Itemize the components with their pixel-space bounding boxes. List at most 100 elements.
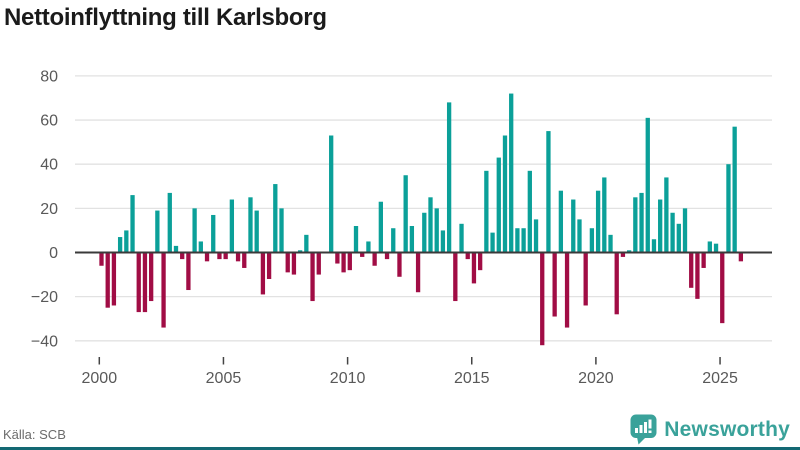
bar xyxy=(465,252,470,260)
bar xyxy=(360,252,365,257)
bar xyxy=(720,252,725,324)
bar xyxy=(713,243,719,253)
bar xyxy=(626,250,632,253)
bar xyxy=(509,93,514,253)
bar xyxy=(608,234,613,253)
bar xyxy=(546,131,551,253)
bar xyxy=(167,192,172,253)
bar xyxy=(664,177,669,253)
bar xyxy=(335,252,340,264)
bar xyxy=(459,223,464,253)
bar xyxy=(260,252,266,295)
bar xyxy=(266,252,272,279)
bar xyxy=(583,252,588,306)
bar xyxy=(142,252,148,313)
source-credit: Källa: SCB xyxy=(3,427,66,442)
bar xyxy=(105,252,110,308)
bar xyxy=(223,252,228,260)
bar xyxy=(540,252,545,346)
bar xyxy=(173,245,179,253)
bar xyxy=(291,252,297,275)
y-axis-label: −40 xyxy=(31,333,58,350)
bar xyxy=(130,195,135,253)
bar xyxy=(149,252,154,302)
bar xyxy=(595,190,601,253)
bar xyxy=(676,223,681,253)
bar xyxy=(533,219,539,253)
bar xyxy=(211,214,216,253)
bar xyxy=(602,177,607,253)
bar xyxy=(434,208,439,253)
bar xyxy=(428,197,433,253)
bar xyxy=(658,199,663,253)
bar xyxy=(391,228,396,253)
bar xyxy=(366,241,371,253)
bar xyxy=(558,190,564,253)
x-axis-label: 2015 xyxy=(454,370,490,387)
bar xyxy=(446,102,452,253)
x-axis-label: 2020 xyxy=(578,370,614,387)
bar xyxy=(478,252,483,271)
y-axis-label: 60 xyxy=(40,113,58,130)
y-axis-label: −20 xyxy=(31,289,58,306)
x-axis-label: 2000 xyxy=(82,370,118,387)
bar xyxy=(502,135,508,253)
bar xyxy=(99,252,104,266)
bar xyxy=(453,252,458,302)
bar xyxy=(242,252,247,268)
bar xyxy=(707,241,712,253)
bar xyxy=(689,252,694,288)
bar xyxy=(198,241,203,253)
bar xyxy=(235,252,241,262)
bar xyxy=(316,252,321,275)
x-axis-label: 2025 xyxy=(702,370,738,387)
bar xyxy=(577,219,582,253)
bar xyxy=(124,230,129,253)
bar xyxy=(117,237,123,253)
bar xyxy=(204,252,210,262)
bar xyxy=(571,199,576,253)
footer-accent-strip xyxy=(0,447,800,450)
bar xyxy=(353,226,359,253)
bar-chart-bubble-icon xyxy=(630,414,657,445)
bar xyxy=(701,252,706,268)
bar xyxy=(695,252,700,299)
y-axis-label: 40 xyxy=(40,157,58,174)
bar xyxy=(484,170,489,253)
bar xyxy=(521,228,526,253)
bar xyxy=(372,252,377,266)
bar xyxy=(422,212,427,253)
bar xyxy=(726,164,731,253)
bar xyxy=(161,252,166,328)
bar xyxy=(285,252,290,273)
bar xyxy=(397,252,402,277)
bar xyxy=(496,157,501,253)
bar xyxy=(192,208,197,253)
bar xyxy=(670,212,675,253)
bar xyxy=(186,252,191,291)
page-title: Nettoinflyttning till Karlsborg xyxy=(4,4,327,31)
bar xyxy=(645,117,650,253)
y-axis-label: 0 xyxy=(49,245,58,262)
bar xyxy=(552,252,557,317)
bar xyxy=(732,126,737,253)
bar xyxy=(279,208,284,253)
x-axis-label: 2005 xyxy=(206,370,242,387)
bar xyxy=(639,192,644,253)
y-axis-label: 80 xyxy=(40,68,58,85)
bar xyxy=(341,252,346,273)
bar xyxy=(633,197,638,253)
bar xyxy=(620,252,626,257)
newsworthy-logo: Newsworthy xyxy=(630,414,790,445)
bar xyxy=(378,201,383,253)
bar xyxy=(310,252,315,302)
bar xyxy=(651,239,657,253)
bar xyxy=(527,170,532,253)
bar xyxy=(248,197,253,253)
bar xyxy=(254,210,259,253)
bar xyxy=(136,252,141,313)
bar xyxy=(614,252,619,315)
bar xyxy=(297,250,303,253)
